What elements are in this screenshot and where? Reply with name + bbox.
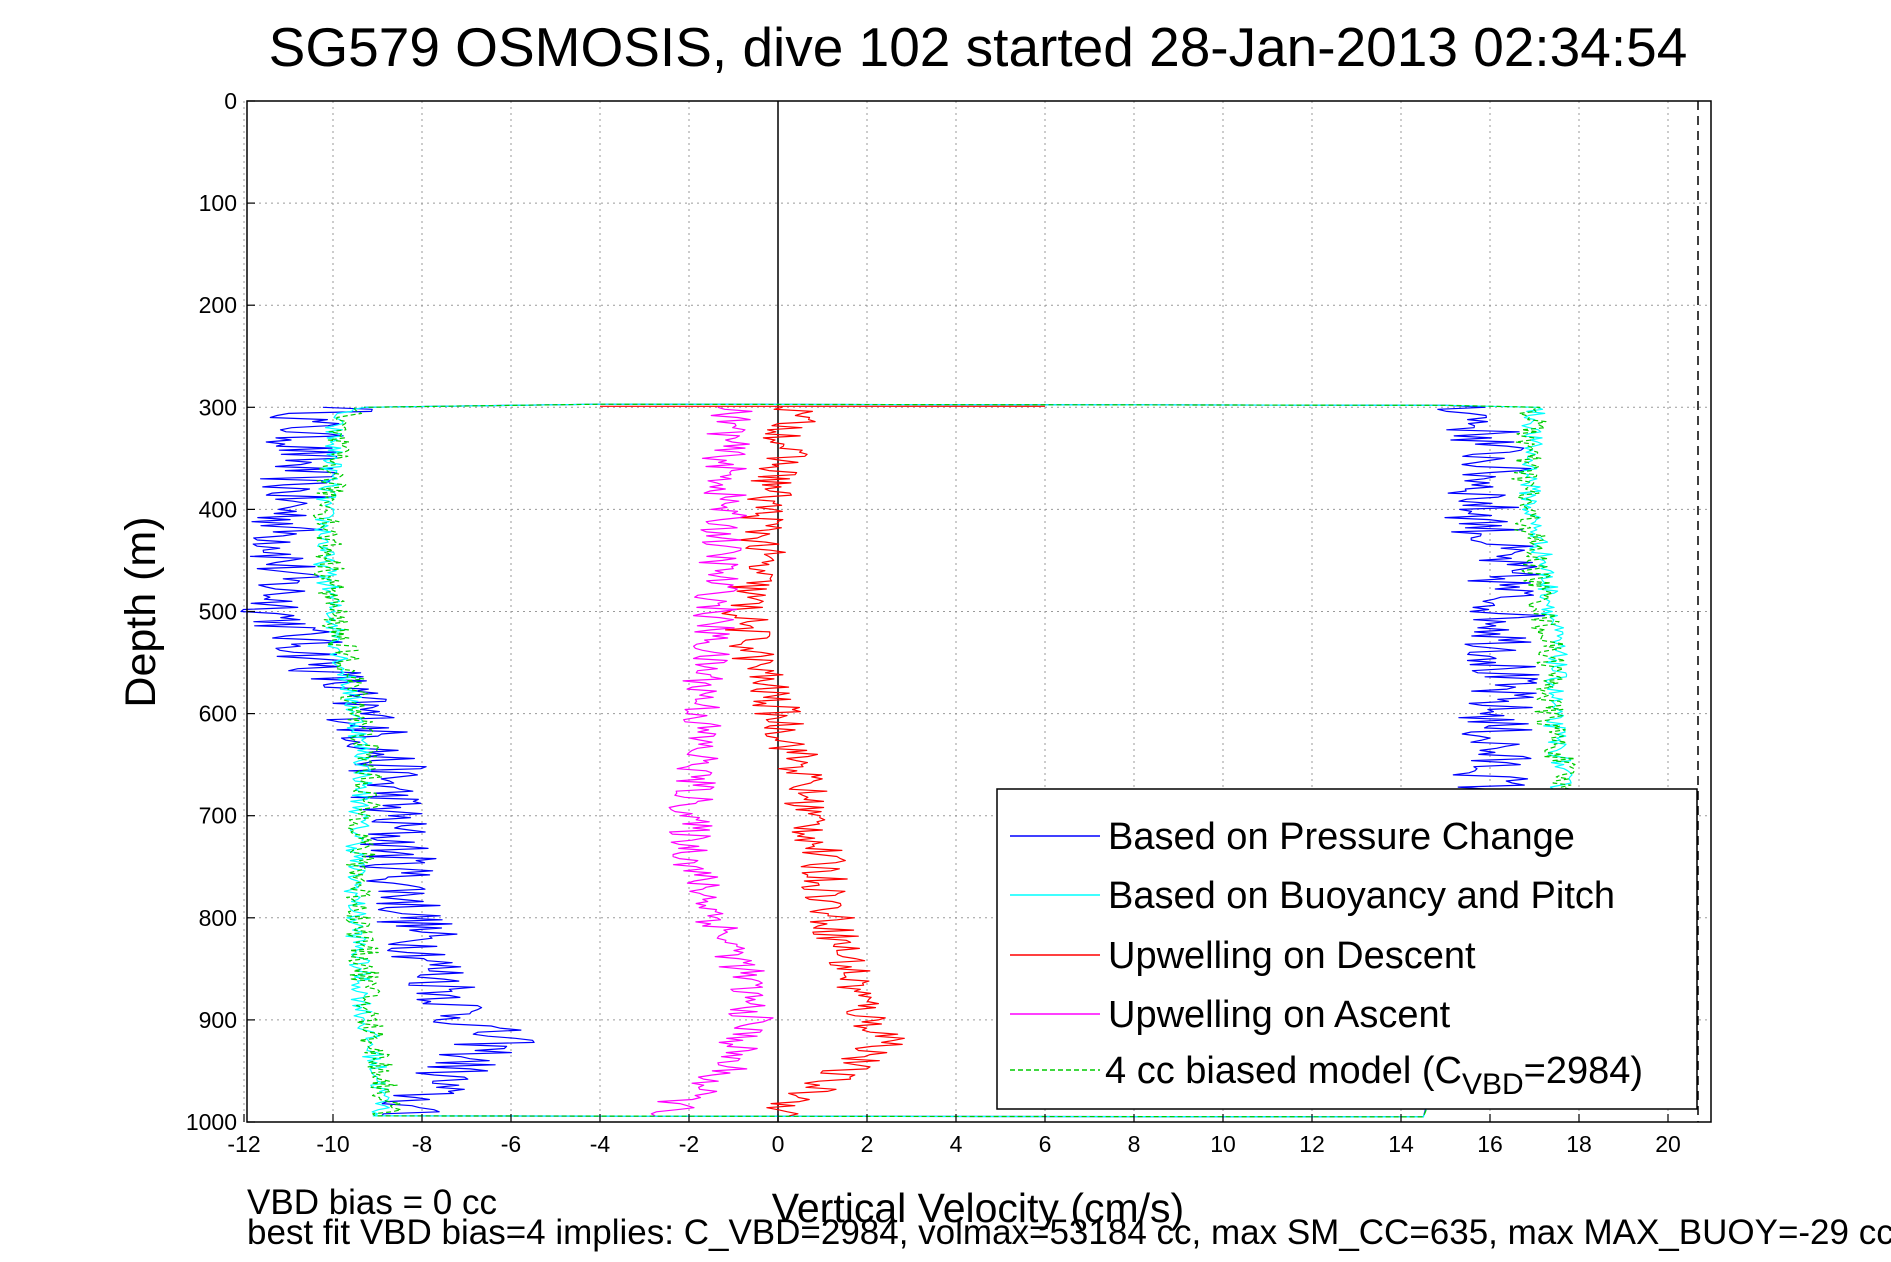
legend-label: Based on Pressure Change — [1108, 816, 1575, 858]
y-tick-label: 200 — [199, 292, 237, 318]
y-tick-label: 900 — [199, 1007, 237, 1033]
y-tick-label: 1000 — [186, 1109, 237, 1135]
series-4-cc-biased-model — [312, 403, 1576, 1118]
y-axis-label: Depth (m) — [117, 516, 165, 707]
x-tick-label: -8 — [412, 1131, 432, 1157]
y-tick-label: 700 — [199, 803, 237, 829]
x-tick-label: 14 — [1388, 1131, 1414, 1157]
x-tick-label: 4 — [950, 1131, 963, 1157]
x-tick-label: 0 — [772, 1131, 785, 1157]
legend-label: Upwelling on Descent — [1108, 935, 1476, 977]
y-tick-label: 800 — [199, 905, 237, 931]
y-tick-label: 0 — [224, 88, 237, 114]
series-based-on-buoyancy-and-pitch — [313, 403, 1573, 1118]
series-based-on-pressure-change — [240, 403, 1546, 1118]
x-tick-label: 16 — [1477, 1131, 1503, 1157]
legend-label: Upwelling on Ascent — [1108, 994, 1451, 1036]
x-axis-label: Vertical Velocity (cm/s) — [772, 1185, 1184, 1231]
legend: Based on Pressure Change Based on Buoyanc… — [996, 788, 1698, 1110]
x-tick-label: 20 — [1655, 1131, 1681, 1157]
x-tick-label: -6 — [501, 1131, 521, 1157]
y-tick-label: 600 — [199, 701, 237, 727]
legend-box — [996, 788, 1698, 1110]
x-tick-label: 6 — [1039, 1131, 1052, 1157]
legend-label: 4 cc biased model (CVBD=2984) — [1105, 1050, 1643, 1101]
y-axis: 0 100 200 300 400 500 600 700 800 900 1000 — [186, 88, 255, 1135]
x-tick-label: 12 — [1299, 1131, 1325, 1157]
y-tick-label: 100 — [199, 190, 237, 216]
x-axis: -12 -10 -8 -6 -4 -2 0 2 4 6 8 10 12 14 16 18 20 — [227, 1114, 1681, 1157]
x-tick-label: -12 — [227, 1131, 260, 1157]
chart-title: SG579 OSMOSIS, dive 102 started 28-Jan-2… — [269, 16, 1688, 78]
x-tick-label: -10 — [316, 1131, 349, 1157]
y-tick-label: 500 — [199, 599, 237, 625]
x-tick-label: -2 — [679, 1131, 699, 1157]
series-upwelling-on-descent — [600, 405, 1045, 1117]
x-tick-label: 10 — [1210, 1131, 1236, 1157]
legend-label: Based on Buoyancy and Pitch — [1108, 875, 1615, 917]
vbd-bias-note: VBD bias = 0 cc — [247, 1183, 497, 1222]
best-fit-note: best fit VBD bias=4 implies: C_VBD=2984,… — [247, 1213, 1891, 1252]
x-tick-label: 18 — [1566, 1131, 1592, 1157]
x-tick-label: 2 — [861, 1131, 874, 1157]
y-tick-label: 400 — [199, 496, 237, 522]
x-tick-label: -4 — [590, 1131, 611, 1157]
x-tick-label: 8 — [1128, 1131, 1141, 1157]
series-upwelling-on-ascent — [650, 406, 774, 1117]
plot-area — [240, 403, 1576, 1118]
y-tick-label: 300 — [199, 394, 237, 420]
